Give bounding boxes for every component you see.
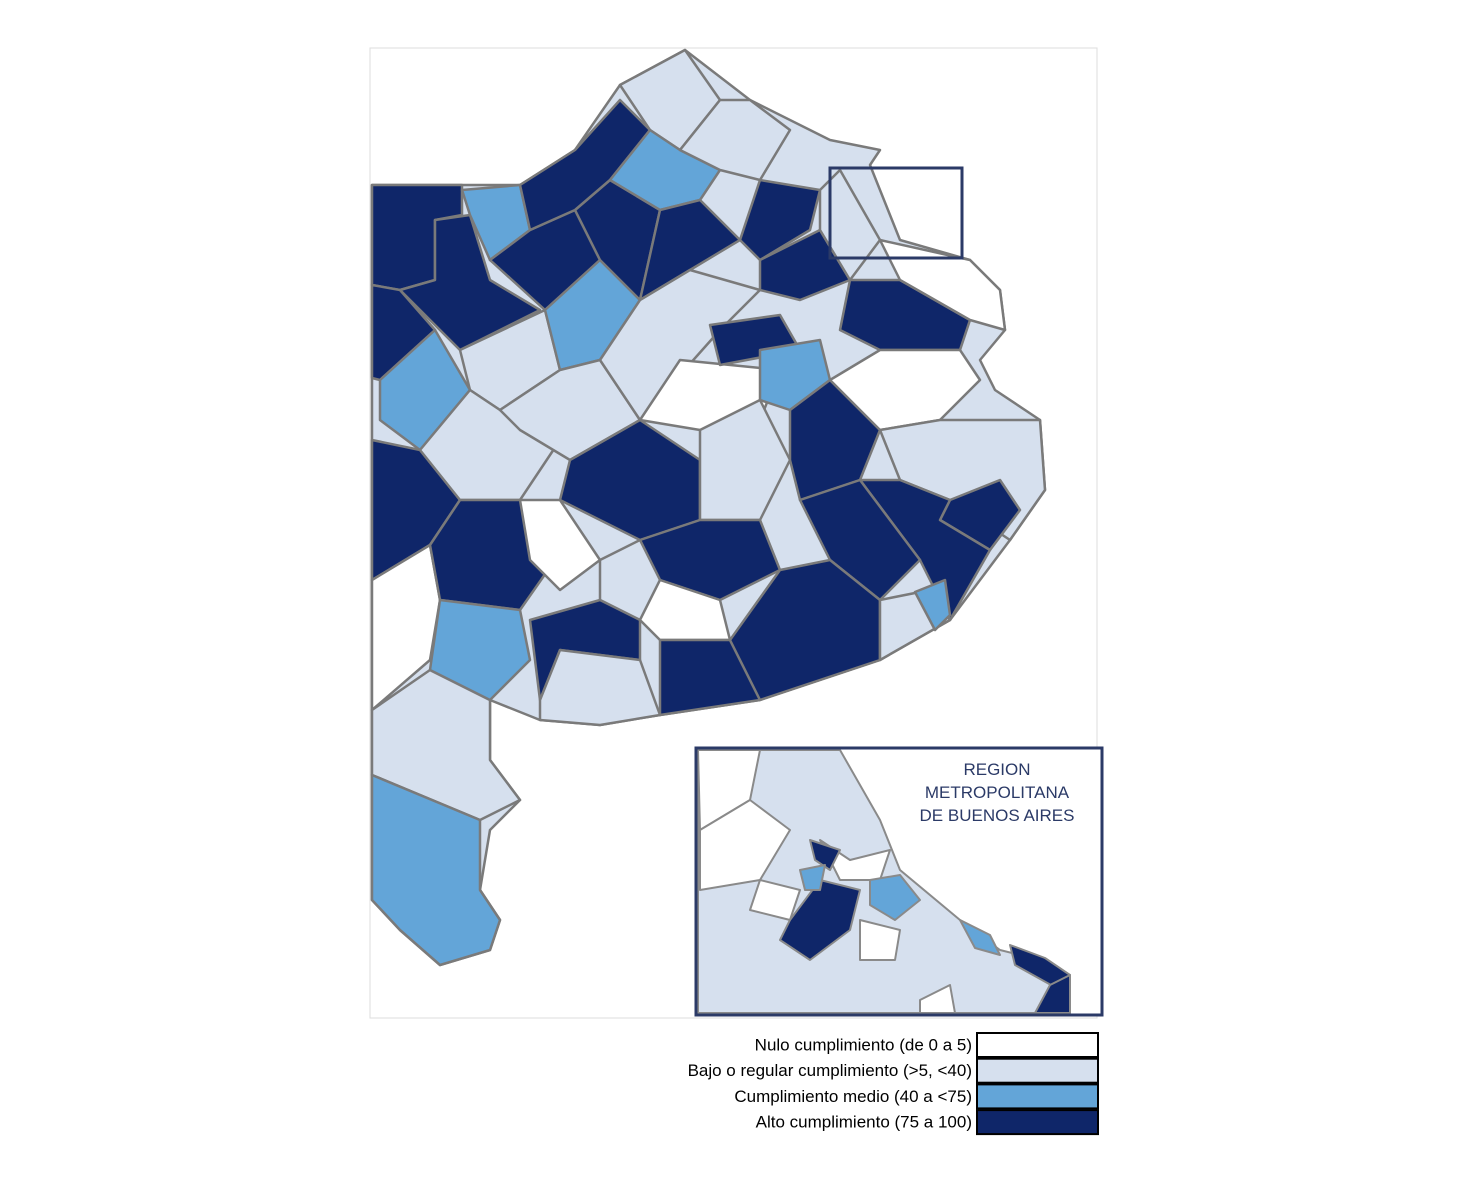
inset-title: REGION METROPOLITANA DE BUENOS AIRES [920, 760, 1075, 825]
region [518, 498, 602, 592]
region [878, 238, 1007, 332]
legend-label: Bajo o regular cumplimiento (>5, <40) [688, 1061, 972, 1080]
legend-label: Cumplimiento medio (40 a <75) [734, 1087, 972, 1106]
legend-swatch [976, 1057, 1099, 1084]
metro-zoom-box [828, 166, 964, 260]
inset-title-line: DE BUENOS AIRES [920, 806, 1075, 825]
legend-label: Nulo cumplimiento (de 0 a 5) [755, 1035, 972, 1054]
legend-swatch [976, 1109, 1099, 1136]
legend: Nulo cumplimiento (de 0 a 5) Bajo o regul… [688, 1032, 1099, 1136]
region [798, 478, 922, 602]
region [859, 919, 901, 961]
region [428, 598, 532, 702]
legend-swatch [976, 1032, 1099, 1058]
legend-swatch [976, 1083, 1099, 1110]
region [370, 773, 502, 967]
legend-label: Alto cumplimiento (75 a 100) [756, 1113, 972, 1132]
region [1034, 974, 1071, 1014]
region [758, 228, 852, 302]
region [749, 879, 801, 921]
inset-title-line: REGION [963, 760, 1030, 779]
region [699, 799, 791, 891]
inset-title-line: METROPOLITANA [925, 783, 1070, 802]
region [809, 839, 841, 871]
region [858, 478, 992, 622]
region [919, 984, 956, 1014]
region [799, 864, 826, 891]
region [819, 839, 891, 881]
region [638, 198, 742, 302]
region [818, 168, 882, 282]
region [869, 874, 921, 921]
region [638, 578, 732, 642]
metro-inset [696, 748, 1102, 1015]
province-regions [370, 48, 1047, 967]
inset-frame [694, 746, 1104, 1017]
region [738, 178, 822, 262]
region [913, 578, 952, 632]
region [959, 919, 1001, 956]
